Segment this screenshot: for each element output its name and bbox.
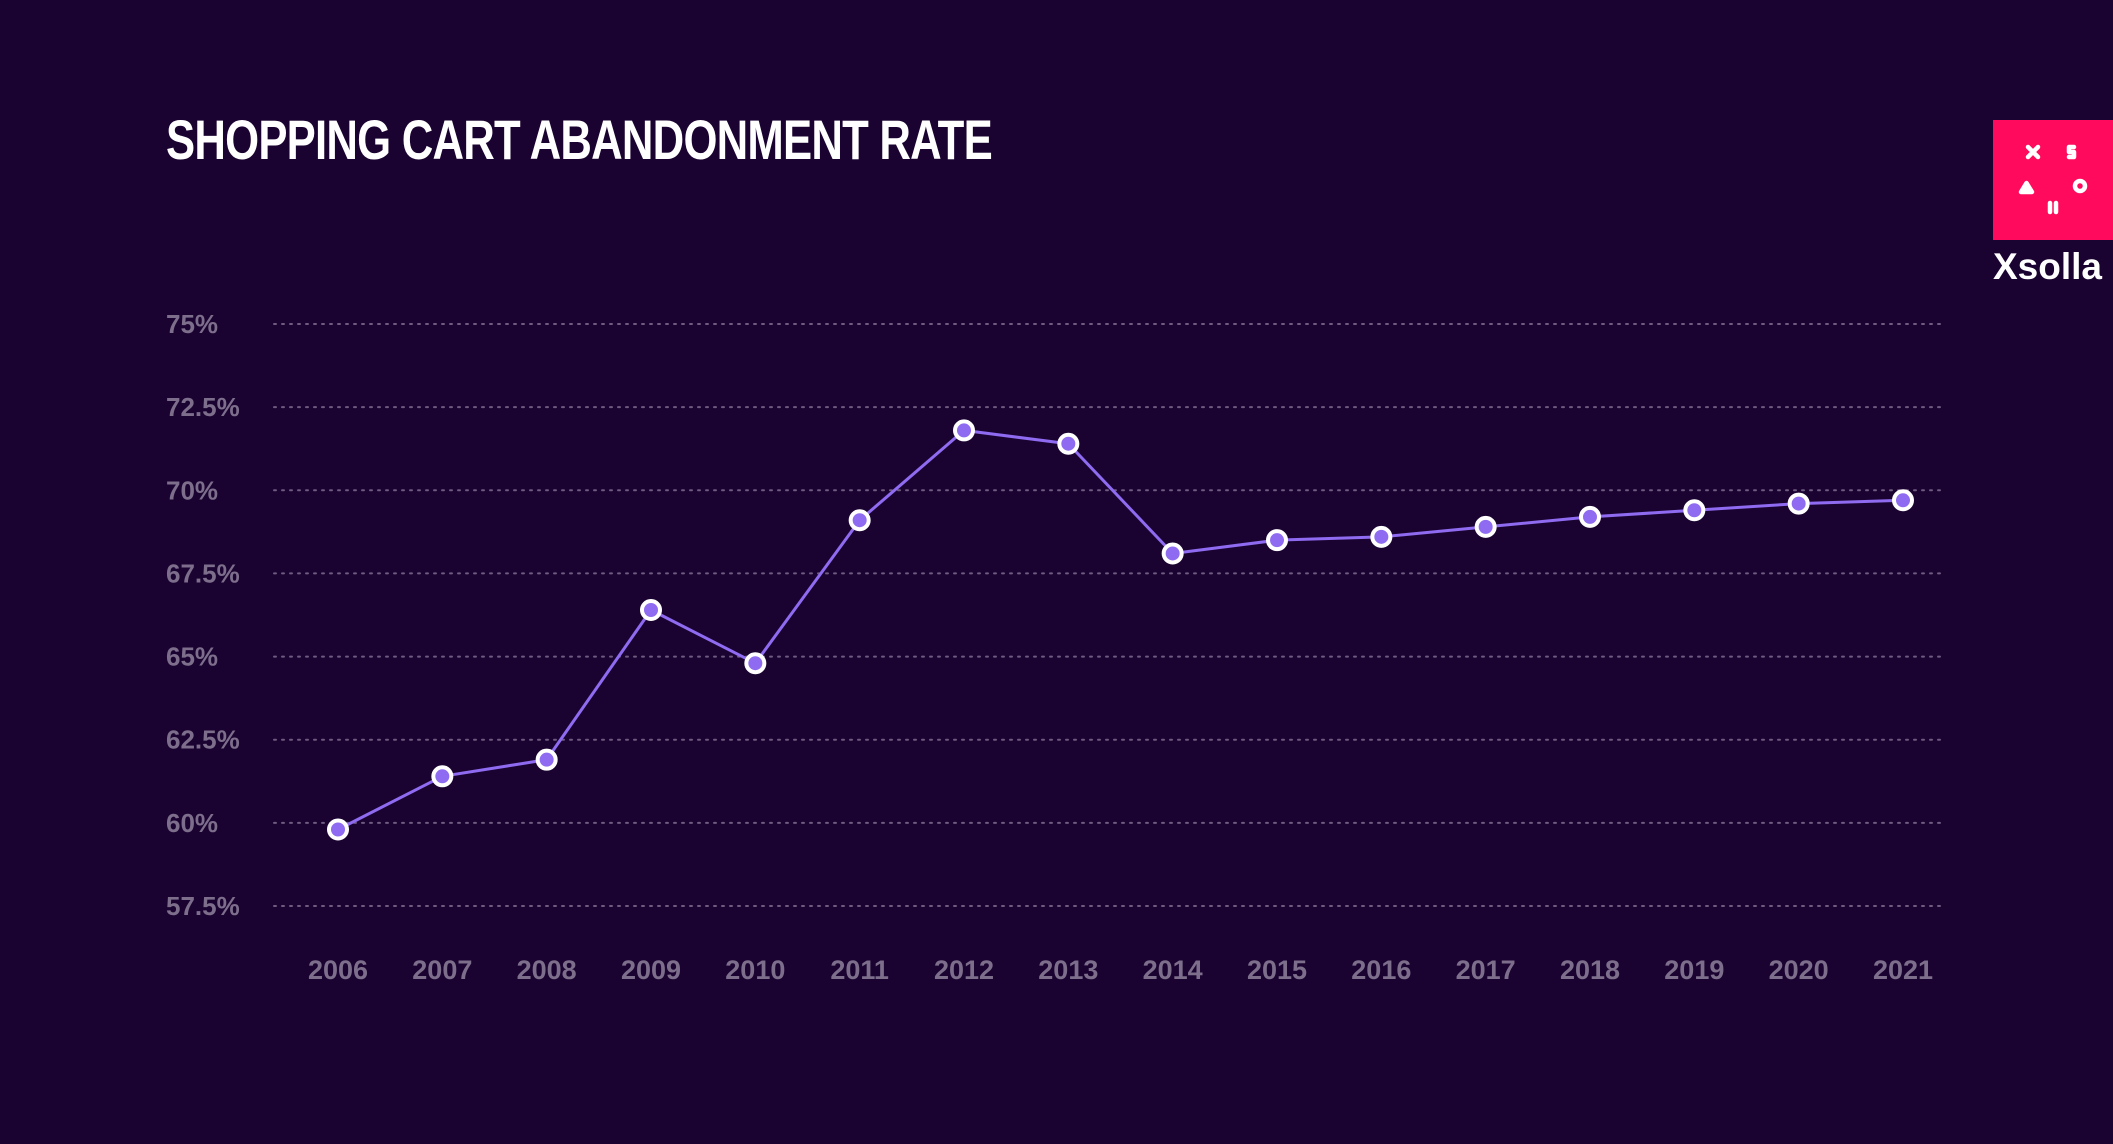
xsolla-wordmark: Xsolla: [1993, 246, 2102, 287]
x-tick-label: 2009: [621, 955, 681, 985]
y-tick-label: 67.5%: [166, 558, 240, 588]
y-tick-label: 70%: [166, 475, 218, 505]
x-tick-label: 2015: [1247, 955, 1307, 985]
x-tick-label: 2020: [1769, 955, 1829, 985]
chart-title: SHOPPING CART ABANDONMENT RATE: [166, 108, 993, 171]
data-point: [848, 509, 871, 532]
data-point: [431, 765, 454, 788]
data-point: [1683, 499, 1706, 522]
data-point: [744, 652, 767, 675]
x-tick-label: 2021: [1873, 955, 1933, 985]
x-tick-label: 2019: [1664, 955, 1724, 985]
data-point: [1370, 525, 1393, 548]
data-point: [640, 599, 662, 622]
data-point: [535, 748, 558, 771]
x-tick-label: 2006: [308, 955, 368, 985]
y-tick-label: 75%: [166, 309, 218, 339]
data-point: [327, 818, 349, 841]
data-point: [1892, 489, 1914, 512]
data-point: [1161, 542, 1184, 565]
x-tick-label: 2018: [1560, 955, 1620, 985]
xsolla-symbols-icon: [2018, 144, 2088, 215]
series-line: [337, 428, 1904, 831]
data-point: [1266, 529, 1288, 552]
y-tick-label: 60%: [166, 808, 218, 838]
xsolla-logo: [1993, 120, 2113, 240]
y-axis-tick-labels: 57.5% 60% 62.5% 65% 67.5% 70% 72.5% 75%: [166, 309, 240, 921]
x-tick-label: 2007: [412, 955, 472, 985]
data-point: [953, 419, 975, 442]
x-axis-tick-labels: 2006 2007 2008 2009 2010 2011 2012 2013 2014 2015…: [308, 955, 1933, 985]
x-tick-label: 2011: [830, 955, 889, 985]
gridlines: [273, 323, 1946, 907]
y-tick-label: 62.5%: [166, 725, 240, 755]
y-tick-label: 57.5%: [166, 891, 240, 921]
x-tick-label: 2014: [1143, 955, 1203, 985]
x-tick-label: 2017: [1456, 955, 1516, 985]
x-tick-label: 2013: [1038, 955, 1098, 985]
x-tick-label: 2012: [934, 955, 994, 985]
data-point: [1057, 432, 1080, 455]
series-line-path: [337, 428, 1904, 831]
x-tick-label: 2008: [517, 955, 577, 985]
data-points: [327, 419, 1914, 841]
data-point: [1474, 515, 1497, 538]
data-point: [1787, 492, 1810, 515]
y-tick-label: 65%: [166, 642, 218, 672]
data-point: [1579, 505, 1601, 528]
x-tick-label: 2016: [1351, 955, 1411, 985]
y-tick-label: 72.5%: [166, 392, 240, 422]
x-tick-label: 2010: [725, 955, 785, 985]
